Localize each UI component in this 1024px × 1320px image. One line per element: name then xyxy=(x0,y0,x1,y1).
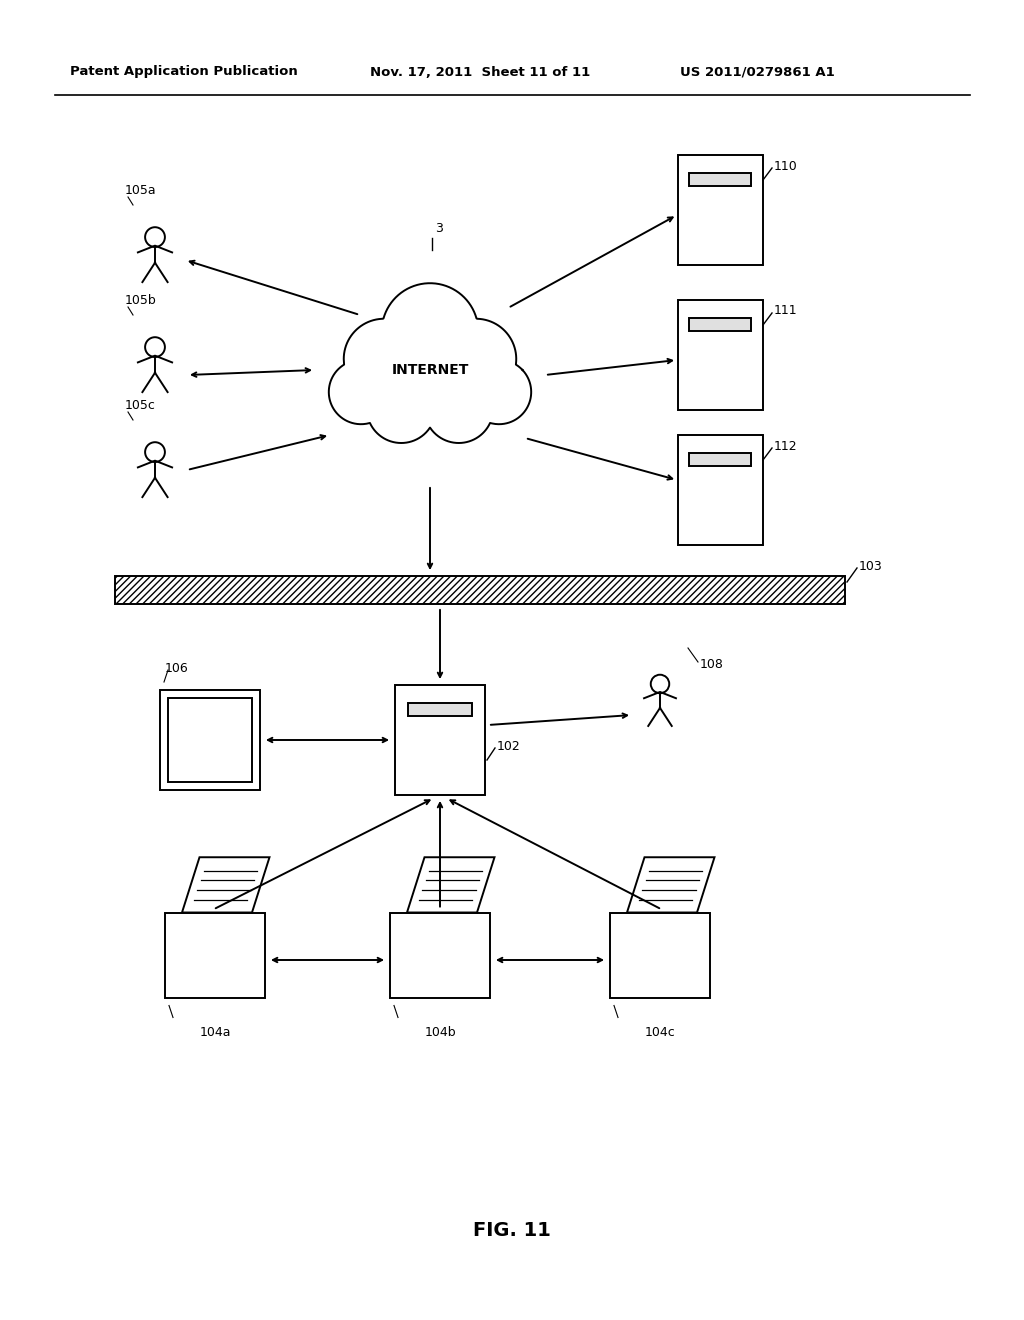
Bar xyxy=(678,436,763,545)
Text: 104c: 104c xyxy=(645,1026,676,1039)
Polygon shape xyxy=(329,284,531,444)
Circle shape xyxy=(436,318,516,399)
Text: 110: 110 xyxy=(774,160,798,173)
Circle shape xyxy=(382,284,478,380)
Bar xyxy=(160,690,260,789)
Text: 106: 106 xyxy=(165,661,188,675)
Text: 111: 111 xyxy=(774,305,798,318)
Circle shape xyxy=(367,374,436,444)
Circle shape xyxy=(467,360,531,424)
Text: 105c: 105c xyxy=(125,399,156,412)
Text: 104a: 104a xyxy=(200,1026,230,1039)
Bar xyxy=(678,300,763,411)
Bar xyxy=(408,702,472,715)
Text: 104b: 104b xyxy=(424,1026,456,1039)
Polygon shape xyxy=(182,857,269,912)
Text: INTERNET: INTERNET xyxy=(391,363,469,378)
Circle shape xyxy=(344,318,424,399)
Text: 3: 3 xyxy=(435,222,442,235)
Text: 108: 108 xyxy=(700,657,724,671)
Text: Nov. 17, 2011  Sheet 11 of 11: Nov. 17, 2011 Sheet 11 of 11 xyxy=(370,66,590,78)
Bar xyxy=(390,912,490,998)
Bar xyxy=(610,912,710,998)
Text: 105b: 105b xyxy=(125,294,157,308)
Bar xyxy=(395,685,485,795)
Bar xyxy=(168,698,252,781)
Polygon shape xyxy=(407,857,495,912)
Bar xyxy=(689,173,751,186)
Text: Patent Application Publication: Patent Application Publication xyxy=(70,66,298,78)
Text: FIG. 11: FIG. 11 xyxy=(473,1221,551,1239)
Bar xyxy=(689,318,751,331)
Bar xyxy=(115,576,845,605)
Circle shape xyxy=(424,374,494,444)
Bar xyxy=(689,453,751,466)
Text: 105a: 105a xyxy=(125,183,157,197)
Text: 102: 102 xyxy=(497,739,521,752)
Bar xyxy=(115,576,845,605)
Text: US 2011/0279861 A1: US 2011/0279861 A1 xyxy=(680,66,835,78)
Bar xyxy=(678,154,763,265)
Circle shape xyxy=(329,360,393,424)
Text: 112: 112 xyxy=(774,440,798,453)
Polygon shape xyxy=(627,857,715,912)
Text: 103: 103 xyxy=(859,560,883,573)
Bar xyxy=(165,912,265,998)
